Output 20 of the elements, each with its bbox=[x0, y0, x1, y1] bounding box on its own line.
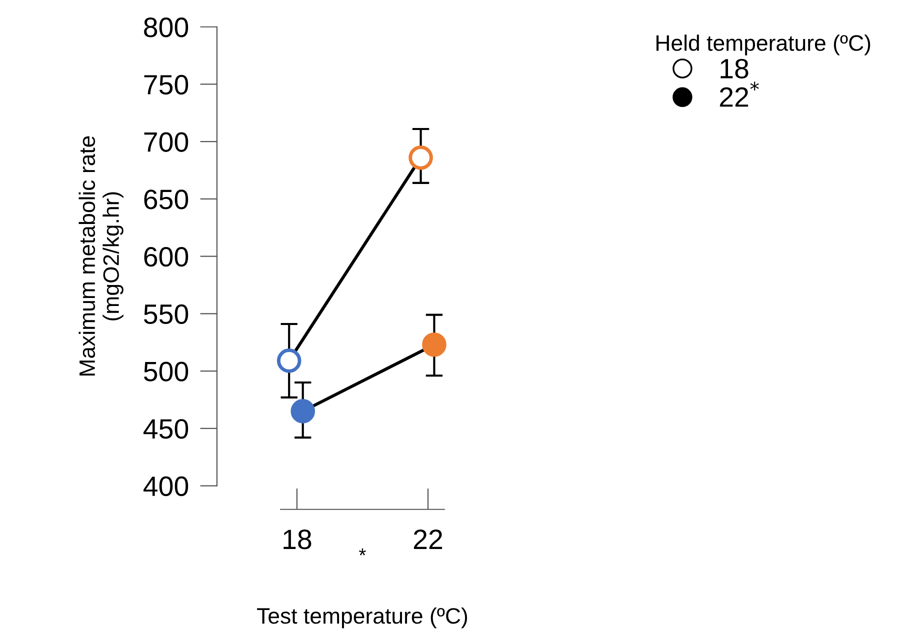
y-tick-label: 700 bbox=[144, 132, 188, 152]
legend-label: 18 bbox=[720, 58, 748, 78]
point bbox=[276, 348, 302, 373]
y-tick-label: 450 bbox=[143, 419, 188, 439]
y-tick-label: 800 bbox=[144, 18, 188, 38]
y-axis-title: Maximum metabolic rate (mgO2/kg.hr) bbox=[78, 136, 124, 376]
y-tick-label: 750 bbox=[144, 74, 188, 95]
point bbox=[290, 399, 315, 424]
y-tick-label: 400 bbox=[143, 476, 188, 496]
y-tick-label: 550 bbox=[144, 304, 188, 324]
y-tick-label: 600 bbox=[144, 246, 188, 267]
text: * bbox=[359, 548, 366, 556]
y-tick-label: 500 bbox=[144, 362, 188, 382]
x-axis-title: Test temperature (ºC) bbox=[257, 607, 468, 628]
point bbox=[422, 332, 446, 357]
legend-title: Held temperature (ºC) bbox=[656, 34, 870, 56]
y-tick-label: 650 bbox=[144, 190, 188, 210]
point bbox=[408, 146, 433, 170]
legend-label: 22$^{*}$ bbox=[720, 82, 759, 107]
x-tick-label: 22 bbox=[414, 530, 442, 549]
